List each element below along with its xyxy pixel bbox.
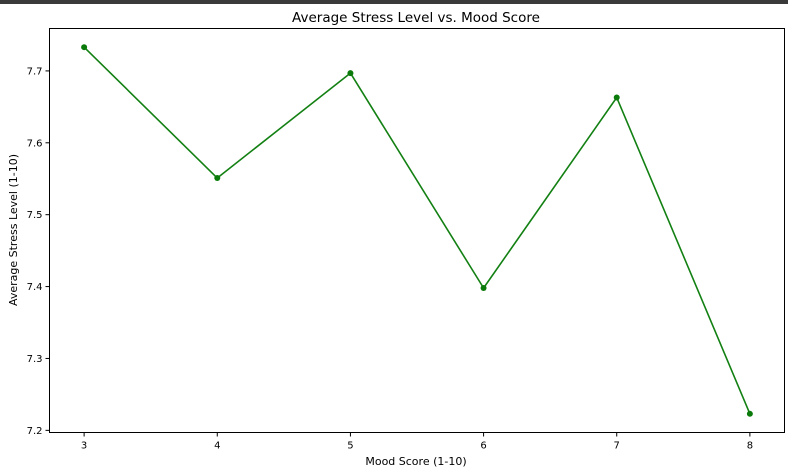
- y-tick-label: 7.6: [27, 138, 43, 149]
- x-tick-label: 8: [747, 441, 753, 452]
- plot-layer: 3 4 5 6 7 8 7.2 7.3 7.4 7.5 7.6 7.7: [27, 44, 753, 452]
- y-axis-label: Average Stress Level (1-10): [7, 154, 20, 306]
- y-tick-label: 7.4: [27, 282, 43, 293]
- x-tick-label: 4: [214, 441, 220, 452]
- chart-title: Average Stress Level vs. Mood Score: [292, 10, 540, 26]
- x-tick-label: 6: [480, 441, 486, 452]
- plot-area-frame: [49, 28, 785, 433]
- data-point: [480, 285, 487, 292]
- x-tick-label: 7: [614, 441, 620, 452]
- y-tick-label: 7.2: [27, 426, 43, 437]
- y-tick-label: 7.5: [27, 210, 43, 221]
- y-tick-label: 7.3: [27, 354, 43, 365]
- series-line: [83, 46, 751, 415]
- data-point: [347, 70, 354, 77]
- x-tick-label: 5: [347, 441, 353, 452]
- data-point: [214, 175, 221, 182]
- window-top-border: [0, 0, 788, 4]
- data-point: [746, 410, 753, 417]
- data-point: [613, 94, 620, 101]
- x-tick-label: 3: [81, 441, 87, 452]
- data-point: [81, 44, 88, 51]
- y-tick-label: 7.7: [27, 66, 43, 77]
- x-axis-label: Mood Score (1-10): [365, 455, 466, 468]
